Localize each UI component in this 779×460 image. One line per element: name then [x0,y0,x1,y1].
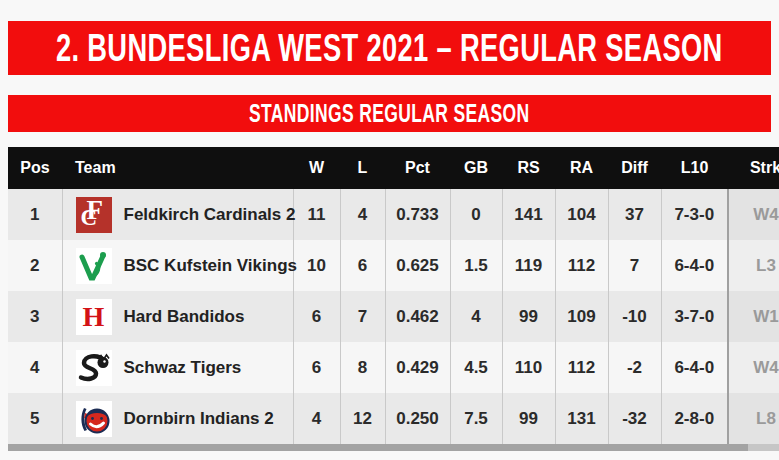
cell-pos: 1 [8,189,62,240]
cell-gb: 4.5 [450,342,502,393]
subtitle: STANDINGS REGULAR SEASON [249,99,529,128]
table-row: 5 Dornbirn Indians 2 4120.2507.599131-322-… [8,393,779,444]
cell-pct: 0.429 [385,342,450,393]
cell-strk: W4 [728,342,779,393]
team-name: Schwaz Tigers [124,358,242,378]
team-name: Feldkirch Cardinals 2 [124,205,296,225]
cell-strk: L3 [728,240,779,291]
cell-team: H Hard Bandidos [62,291,293,342]
hard-bandidos-logo: H [76,299,112,335]
cell-gb: 0 [450,189,502,240]
col-header-w: W [293,147,340,189]
cell-l: 6 [340,240,385,291]
cell-team: CF Feldkirch Cardinals 2 [62,189,293,240]
cell-l10: 2-8-0 [661,393,728,444]
table-header-row: Pos Team W L Pct GB RS RA Diff L10 Strk [8,147,779,189]
team-name: Hard Bandidos [124,307,245,327]
cell-pos: 2 [8,240,62,291]
col-header-pos: Pos [8,147,62,189]
page-title: 2. BUNDESLIGA WEST 2021 – REGULAR SEASON [56,26,723,70]
horizontal-scrollbar[interactable] [8,444,779,451]
cell-rs: 99 [502,291,555,342]
kufstein-vikings-logo [76,248,112,284]
cell-pct: 0.250 [385,393,450,444]
schwaz-tigers-logo [76,350,112,386]
col-header-strk: Strk [728,147,779,189]
col-header-l: L [340,147,385,189]
title-banner: 2. BUNDESLIGA WEST 2021 – REGULAR SEASON [8,21,771,75]
cell-gb: 7.5 [450,393,502,444]
cell-strk: W1 [728,291,779,342]
cell-w: 11 [293,189,340,240]
cell-w: 6 [293,342,340,393]
col-header-l10: L10 [661,147,728,189]
cell-team: BSC Kufstein Vikings [62,240,293,291]
cell-l: 12 [340,393,385,444]
scrollbar-thumb[interactable] [8,444,748,451]
cell-ra: 109 [555,291,608,342]
cell-diff: 37 [608,189,661,240]
table-scroll-area[interactable]: Pos Team W L Pct GB RS RA Diff L10 Strk … [8,147,779,444]
cell-ra: 112 [555,240,608,291]
cell-l10: 6-4-0 [661,342,728,393]
col-header-gb: GB [450,147,502,189]
standings-grid: Pos Team W L Pct GB RS RA Diff L10 Strk … [8,147,779,444]
cell-l10: 3-7-0 [661,291,728,342]
cell-pct: 0.462 [385,291,450,342]
cell-gb: 4 [450,291,502,342]
col-header-pct: Pct [385,147,450,189]
dornbirn-indians-logo [76,401,112,437]
col-header-ra: RA [555,147,608,189]
team-name: Dornbirn Indians 2 [124,409,274,429]
cell-rs: 110 [502,342,555,393]
cell-pct: 0.733 [385,189,450,240]
cell-diff: -10 [608,291,661,342]
cell-w: 4 [293,393,340,444]
cell-rs: 141 [502,189,555,240]
cell-w: 10 [293,240,340,291]
standings-table: Pos Team W L Pct GB RS RA Diff L10 Strk … [8,147,779,451]
cell-w: 6 [293,291,340,342]
team-name: BSC Kufstein Vikings [124,256,298,276]
subtitle-banner: STANDINGS REGULAR SEASON [8,95,771,132]
cell-gb: 1.5 [450,240,502,291]
cell-l: 7 [340,291,385,342]
table-row: 1 CF Feldkirch Cardinals 21140.73301411043… [8,189,779,240]
col-header-team: Team [62,147,293,189]
cell-l: 8 [340,342,385,393]
col-header-rs: RS [502,147,555,189]
cell-ra: 112 [555,342,608,393]
cell-ra: 104 [555,189,608,240]
cell-diff: -32 [608,393,661,444]
cell-strk: L8 [728,393,779,444]
table-row: 2BSC Kufstein Vikings1060.6251.511911276… [8,240,779,291]
table-row: 4 Schwaz Tigers 680.4294.5110112-26-4-0W4 [8,342,779,393]
cell-rs: 119 [502,240,555,291]
cell-l10: 7-3-0 [661,189,728,240]
cell-pct: 0.625 [385,240,450,291]
table-row: 3H Hard Bandidos 670.462499109-103-7-0W1 [8,291,779,342]
cell-team: Dornbirn Indians 2 [62,393,293,444]
cell-pos: 4 [8,342,62,393]
cell-diff: -2 [608,342,661,393]
cell-pos: 3 [8,291,62,342]
cell-strk: W4 [728,189,779,240]
feldkirch-cardinals-logo: CF [76,197,112,233]
col-header-diff: Diff [608,147,661,189]
cell-team: Schwaz Tigers [62,342,293,393]
cell-diff: 7 [608,240,661,291]
cell-rs: 99 [502,393,555,444]
cell-pos: 5 [8,393,62,444]
cell-l: 4 [340,189,385,240]
cell-ra: 131 [555,393,608,444]
cell-l10: 6-4-0 [661,240,728,291]
